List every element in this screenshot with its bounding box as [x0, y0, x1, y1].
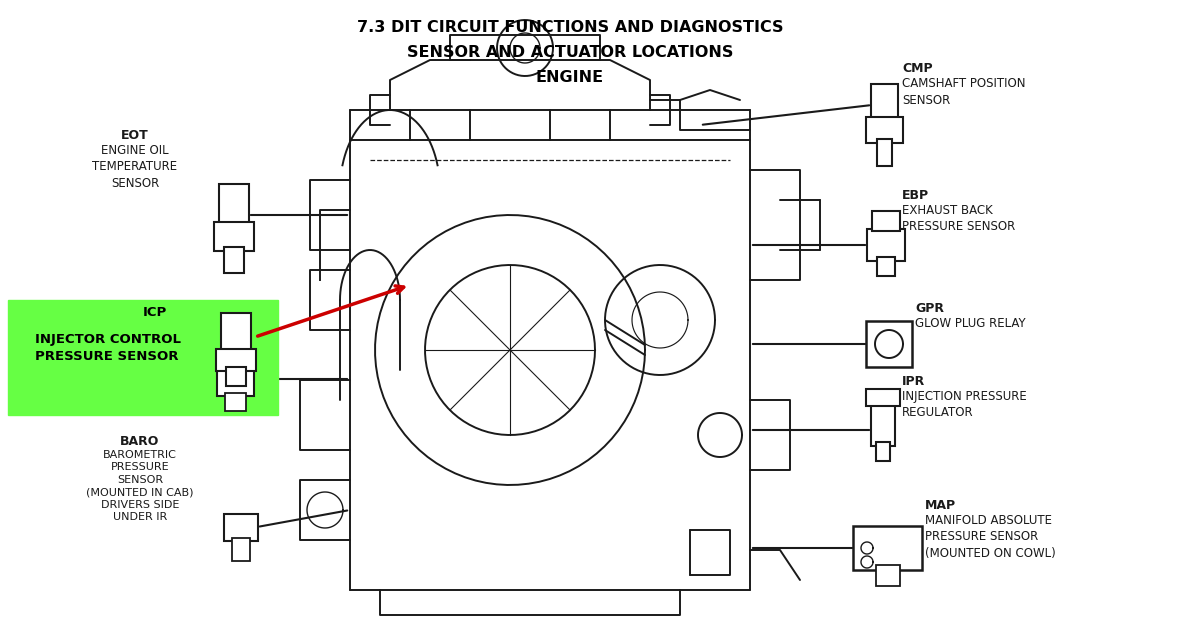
Text: GPR: GPR	[916, 302, 944, 315]
Text: INJECTOR CONTROL
PRESSURE SENSOR: INJECTOR CONTROL PRESSURE SENSOR	[35, 333, 181, 364]
FancyBboxPatch shape	[8, 300, 278, 415]
Text: CAMSHAFT POSITION
SENSOR: CAMSHAFT POSITION SENSOR	[902, 77, 1026, 106]
FancyBboxPatch shape	[224, 247, 244, 273]
FancyBboxPatch shape	[866, 229, 905, 261]
Text: EXHAUST BACK
PRESSURE SENSOR: EXHAUST BACK PRESSURE SENSOR	[902, 204, 1015, 234]
Text: EOT: EOT	[121, 129, 149, 142]
Text: ENGINE OIL
TEMPERATURE
SENSOR: ENGINE OIL TEMPERATURE SENSOR	[92, 144, 178, 190]
FancyBboxPatch shape	[876, 442, 890, 461]
Text: MAP: MAP	[925, 499, 956, 512]
FancyBboxPatch shape	[866, 321, 912, 367]
FancyBboxPatch shape	[221, 313, 251, 353]
FancyBboxPatch shape	[871, 84, 898, 121]
FancyBboxPatch shape	[216, 349, 256, 371]
Text: IPR: IPR	[902, 375, 925, 388]
Text: ENGINE: ENGINE	[536, 70, 604, 85]
FancyBboxPatch shape	[226, 393, 246, 411]
Text: MANIFOLD ABSOLUTE
PRESSURE SENSOR
(MOUNTED ON COWL): MANIFOLD ABSOLUTE PRESSURE SENSOR (MOUNT…	[925, 514, 1056, 560]
Text: ICP: ICP	[143, 307, 167, 319]
FancyBboxPatch shape	[866, 389, 900, 406]
Text: INJECTION PRESSURE
REGULATOR: INJECTION PRESSURE REGULATOR	[902, 390, 1027, 420]
FancyBboxPatch shape	[226, 367, 246, 386]
FancyBboxPatch shape	[866, 117, 902, 143]
FancyBboxPatch shape	[871, 399, 895, 446]
FancyBboxPatch shape	[853, 526, 922, 570]
FancyBboxPatch shape	[220, 184, 250, 226]
Text: GLOW PLUG RELAY: GLOW PLUG RELAY	[916, 317, 1026, 330]
Text: EXHAUST
BACK PRESSURE
REGULATOR: EXHAUST BACK PRESSURE REGULATOR	[86, 334, 184, 380]
Text: EBR: EBR	[121, 319, 149, 332]
Text: CMP: CMP	[902, 62, 932, 75]
Text: BARO: BARO	[120, 435, 160, 448]
Text: 7.3 DIT CIRCUIT FUNCTIONS AND DIAGNOSTICS: 7.3 DIT CIRCUIT FUNCTIONS AND DIAGNOSTIC…	[356, 20, 784, 35]
Text: SENSOR AND ACTUATOR LOCATIONS: SENSOR AND ACTUATOR LOCATIONS	[407, 45, 733, 60]
Text: BAROMETRIC
PRESSURE
SENSOR
(MOUNTED IN CAB)
DRIVERS SIDE
UNDER IR: BAROMETRIC PRESSURE SENSOR (MOUNTED IN C…	[86, 450, 193, 522]
FancyBboxPatch shape	[877, 257, 895, 276]
FancyBboxPatch shape	[217, 362, 254, 396]
FancyBboxPatch shape	[877, 139, 892, 166]
FancyBboxPatch shape	[872, 211, 900, 231]
Text: EBP: EBP	[902, 189, 929, 202]
FancyBboxPatch shape	[876, 565, 900, 586]
FancyBboxPatch shape	[224, 514, 258, 541]
FancyBboxPatch shape	[214, 222, 254, 251]
FancyBboxPatch shape	[232, 538, 250, 561]
